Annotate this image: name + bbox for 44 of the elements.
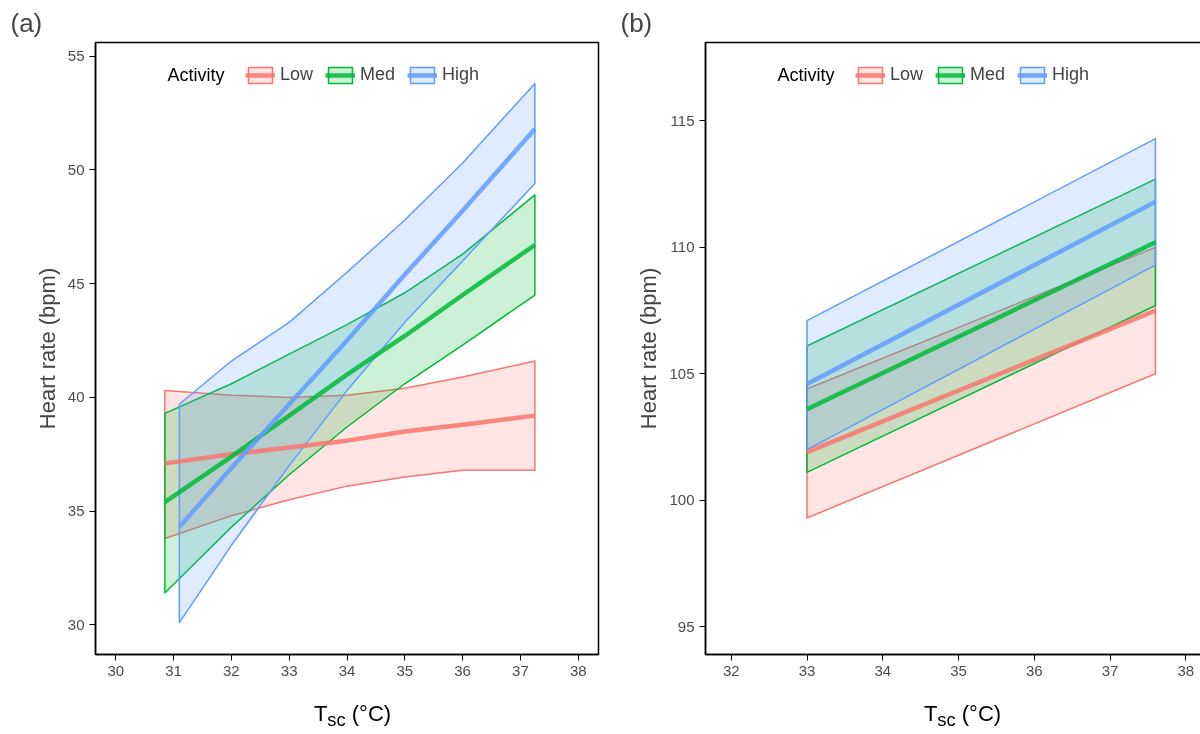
x-tick-label: 37	[512, 661, 529, 679]
x-axis-title: T$_{sc}$ (°C)	[923, 701, 1002, 733]
x-axis-title: T$_{sc}$ (°C)	[313, 701, 392, 733]
y-tick-label: 30	[67, 615, 85, 633]
y-tick-label: 105	[669, 364, 695, 382]
chart-title: (b)	[620, 7, 653, 38]
x-tick-label: 34	[338, 661, 356, 679]
x-tick-label: 38	[569, 661, 587, 679]
x-tick-label: 32	[722, 661, 740, 679]
y-tick-label: 50	[67, 160, 85, 178]
chart-title: (a)	[10, 7, 43, 38]
legend-label: Low	[890, 64, 924, 85]
x-tick-label: 36	[454, 661, 471, 679]
y-tick-label: 35	[67, 502, 85, 520]
x-tick-label: 30	[107, 661, 125, 679]
legend-label: High	[1052, 64, 1090, 85]
y-axis-title: Heart rate (bpm)	[636, 267, 662, 430]
x-tick-label: 32	[223, 661, 240, 679]
legend-label: High	[442, 64, 480, 85]
y-tick-label: 100	[669, 491, 695, 509]
y-tick-label: 110	[670, 238, 695, 256]
x-tick-label: 34	[874, 661, 892, 679]
x-tick-label: 35	[396, 661, 414, 679]
y-tick-label: 55	[67, 47, 85, 65]
legend-title: Activity	[777, 64, 835, 85]
y-tick-label: 95	[677, 617, 695, 635]
legend-label: Low	[280, 64, 314, 85]
x-tick-label: 37	[1101, 661, 1119, 679]
line-series	[162, 242, 538, 505]
x-tick-label: 38	[1177, 661, 1195, 679]
line-series	[177, 126, 538, 530]
y-tick-label: 40	[67, 388, 85, 406]
line-series	[162, 413, 538, 466]
x-tick-label: 33	[280, 661, 298, 679]
y-tick-label: 115	[670, 111, 695, 129]
legend-title: Activity	[167, 64, 225, 85]
x-tick-label: 33	[798, 661, 816, 679]
legend-label: Med	[360, 64, 396, 85]
x-tick-label: 35	[950, 661, 967, 679]
y-axis-title: Heart rate (bpm)	[34, 267, 60, 430]
y-tick-label: 45	[67, 274, 85, 292]
x-tick-label: 36	[1025, 661, 1043, 679]
x-tick-label: 31	[165, 661, 182, 679]
legend-label: Med	[970, 64, 1006, 85]
